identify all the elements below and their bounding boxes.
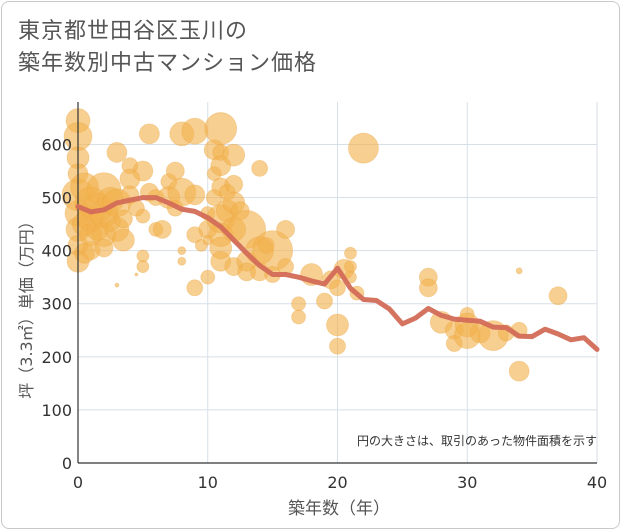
tick-labels: 0 100 200 300 400 500 600 0 10 20 30 40	[41, 135, 607, 492]
bubble-point	[177, 246, 187, 256]
bubble-point	[177, 256, 187, 266]
y-tick-label: 100	[41, 401, 72, 420]
bubble-point	[134, 272, 139, 277]
y-tick-label: 400	[41, 242, 72, 261]
bubble-point	[181, 117, 209, 145]
x-axis-label: 築年数（年）	[288, 499, 390, 519]
bubble-point	[114, 209, 133, 229]
y-tick-label: 500	[41, 189, 72, 208]
bubble-point	[184, 184, 206, 206]
bubble-point	[132, 160, 154, 182]
bubble-point	[508, 360, 530, 382]
x-tick-label: 10	[198, 473, 218, 492]
bubble-point	[326, 313, 349, 337]
bubble-point	[418, 278, 438, 298]
y-tick-label: 300	[41, 295, 72, 314]
x-tick-label: 40	[587, 473, 607, 492]
bubble-point	[112, 228, 135, 252]
y-axis-label: 坪（3.3㎡）単価（万円）	[17, 213, 36, 398]
bubble-point	[222, 143, 246, 167]
bubble-point	[136, 249, 150, 263]
bubble-point	[344, 246, 357, 260]
bubble-point	[186, 279, 204, 297]
bubble-point	[204, 112, 238, 145]
bubble-layer	[61, 108, 568, 382]
bubble-point	[291, 296, 306, 312]
bubble-size-note: 円の大きさは、取引のあった物件面積を示す	[357, 433, 597, 448]
bubble-point	[138, 123, 160, 145]
bubble-point	[316, 292, 333, 310]
bubble-point	[515, 267, 523, 275]
x-tick-label: 30	[457, 473, 477, 492]
bubble-point	[165, 161, 185, 181]
bubble-point	[329, 337, 346, 355]
bubble-point	[224, 174, 244, 194]
bubble-point	[152, 220, 172, 239]
bubble-point	[106, 142, 128, 163]
bubble-point	[94, 238, 114, 258]
y-tick-label: 0	[62, 454, 72, 473]
bubble-point	[548, 286, 568, 306]
average-price-line	[75, 195, 600, 352]
bubble-point	[348, 132, 379, 164]
bubble-point	[135, 208, 151, 224]
title-line-2: 築年数別中古マンション価格	[18, 51, 318, 76]
x-tick-label: 0	[73, 473, 83, 492]
trend-layer	[75, 195, 600, 352]
bubble-point	[251, 159, 269, 177]
axes	[77, 102, 597, 464]
title-line-1: 東京都世田谷区玉川の	[18, 19, 249, 44]
bubble-point	[200, 269, 216, 285]
y-tick-label: 600	[41, 135, 72, 154]
chart-title: 東京都世田谷区玉川の 築年数別中古マンション価格	[18, 16, 317, 80]
bubble-point	[136, 260, 150, 273]
bubble-point	[329, 279, 346, 297]
bubble-point	[276, 220, 296, 239]
bubble-point	[344, 260, 357, 273]
bubble-point	[114, 282, 120, 288]
bubble-point	[291, 309, 306, 325]
y-tick-label: 200	[41, 348, 72, 367]
x-tick-label: 20	[327, 473, 347, 492]
